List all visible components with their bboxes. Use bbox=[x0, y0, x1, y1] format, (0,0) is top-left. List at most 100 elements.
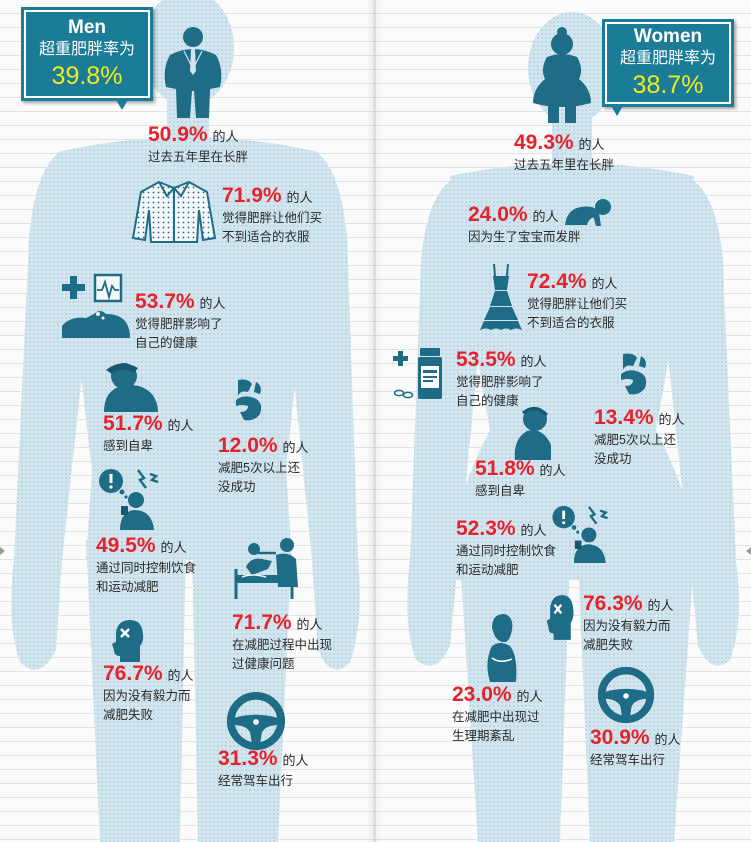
stat-description-line: 经常驾车出行 bbox=[218, 774, 294, 788]
men-rate-label: 超重肥胖率为 bbox=[38, 41, 135, 58]
stat-value: 13.4% bbox=[594, 406, 654, 429]
women-stat-low-self-esteem: 51.8% 的人 感到自卑 bbox=[475, 455, 566, 501]
stat-suffix: 的人 bbox=[539, 463, 566, 478]
stat-description-line: 过去五年里在长胖 bbox=[514, 158, 615, 172]
stat-description-line: 觉得肥胖让他们买 bbox=[527, 297, 628, 311]
female-body-silhouette bbox=[407, 12, 739, 842]
women-stat-clothes: 72.4% 的人 觉得肥胖让他们买 不到适合的衣服 bbox=[527, 268, 627, 333]
stat-description-line: 通过同时控制饮食 bbox=[456, 544, 557, 558]
stat-suffix: 的人 bbox=[160, 540, 187, 555]
stat-value: 53.5% bbox=[456, 348, 516, 371]
stat-description-line: 感到自卑 bbox=[475, 484, 526, 498]
stat-description-line: 过健康问题 bbox=[232, 657, 295, 671]
stat-suffix: 的人 bbox=[658, 412, 685, 427]
stat-suffix: 的人 bbox=[591, 276, 618, 291]
right-edge-marker bbox=[746, 547, 751, 555]
stat-value: 51.8% bbox=[475, 457, 535, 480]
overweight-man-icon bbox=[164, 27, 222, 118]
men-rate-value: 39.8% bbox=[51, 62, 123, 90]
stat-suffix: 的人 bbox=[282, 753, 309, 768]
shirt-icon bbox=[131, 180, 217, 243]
women-stat-menstrual-disorder: 23.0% 的人 在减肥中出现过 生理期紊乱 bbox=[452, 681, 543, 746]
stat-suffix: 的人 bbox=[578, 137, 605, 152]
stat-suffix: 的人 bbox=[167, 668, 194, 683]
hospital-bed-icon bbox=[234, 538, 298, 599]
stat-description-line: 觉得肥胖影响了 bbox=[456, 375, 544, 389]
stat-description-line: 自己的健康 bbox=[456, 394, 519, 408]
stat-value: 12.0% bbox=[218, 434, 278, 457]
stat-description-line: 没成功 bbox=[594, 452, 632, 466]
dress-icon bbox=[480, 263, 522, 330]
stat-value: 30.9% bbox=[590, 726, 650, 749]
men-stat-health: 53.7% 的人 觉得肥胖影响了 自己的健康 bbox=[135, 288, 226, 353]
stat-suffix: 的人 bbox=[199, 296, 226, 311]
stat-value: 50.9% bbox=[148, 123, 208, 146]
stat-description-line: 因为生了宝宝而发胖 bbox=[468, 230, 581, 244]
head-x-icon bbox=[546, 595, 574, 640]
women-rate-value: 38.7% bbox=[632, 71, 704, 99]
men-stat-no-willpower: 76.7% 的人 因为没有毅力而 减肥失败 bbox=[103, 660, 194, 725]
stat-description-line: 不到适合的衣服 bbox=[527, 316, 615, 330]
stat-suffix: 的人 bbox=[212, 129, 239, 144]
men-stat-health-problems: 71.7% 的人 在减肥过程中出现 过健康问题 bbox=[232, 609, 332, 674]
male-body-silhouette bbox=[11, 0, 360, 842]
stat-description-line: 自己的健康 bbox=[135, 336, 198, 350]
stressed-person-icon bbox=[552, 505, 608, 563]
women-title: Women bbox=[633, 26, 703, 47]
stat-value: 76.7% bbox=[103, 662, 163, 685]
stat-suffix: 的人 bbox=[286, 190, 313, 205]
stat-description-line: 减肥5次以上还 bbox=[594, 433, 676, 447]
women-label-pointer bbox=[610, 104, 624, 116]
stat-description-line: 减肥失败 bbox=[583, 638, 634, 652]
stat-suffix: 的人 bbox=[167, 418, 194, 433]
sad-person-icon bbox=[104, 363, 158, 412]
stat-suffix: 的人 bbox=[282, 440, 309, 455]
crawling-baby-icon bbox=[565, 199, 611, 226]
women-stat-health: 53.5% 的人 觉得肥胖影响了 自己的健康 bbox=[456, 346, 547, 411]
men-stat-clothes: 71.9% 的人 觉得肥胖让他们买 不到适合的衣服 bbox=[222, 182, 322, 247]
sad-person-icon bbox=[514, 407, 551, 460]
stat-value: 24.0% bbox=[468, 203, 528, 226]
stat-value: 31.3% bbox=[218, 747, 278, 770]
women-stat-weight-gain: 49.3% 的人 过去五年里在长胖 bbox=[514, 129, 614, 175]
women-stat-after-baby: 24.0% 的人 因为生了宝宝而发胖 bbox=[468, 201, 581, 247]
stat-description-line: 生理期紊乱 bbox=[452, 729, 515, 743]
stat-description-line: 觉得肥胖让他们买 bbox=[222, 211, 323, 225]
book-spine bbox=[366, 0, 382, 842]
stat-description-line: 因为没有毅力而 bbox=[103, 689, 191, 703]
stat-description-line: 觉得肥胖影响了 bbox=[135, 317, 223, 331]
men-rate-label-box: Men 超重肥胖率为 39.8% bbox=[21, 7, 153, 110]
stat-description-line: 经常驾车出行 bbox=[590, 753, 666, 767]
stat-value: 51.7% bbox=[103, 412, 163, 435]
stat-value: 72.4% bbox=[527, 270, 587, 293]
stat-suffix: 的人 bbox=[532, 209, 559, 224]
women-stat-diet-exercise: 52.3% 的人 通过同时控制饮食 和运动减肥 bbox=[456, 515, 556, 580]
steering-wheel-icon bbox=[226, 691, 286, 751]
stat-description-line: 因为没有毅力而 bbox=[583, 619, 671, 633]
stat-description-line: 感到自卑 bbox=[103, 439, 154, 453]
stat-value: 49.5% bbox=[96, 534, 156, 557]
stat-value: 71.9% bbox=[222, 184, 282, 207]
stat-suffix: 的人 bbox=[654, 732, 681, 747]
woman-abdominal-pain-icon bbox=[487, 614, 517, 682]
women-rate-label: 超重肥胖率为 bbox=[619, 50, 716, 67]
stat-suffix: 的人 bbox=[520, 354, 547, 369]
stat-suffix: 的人 bbox=[520, 523, 547, 538]
stat-description-line: 减肥5次以上还 bbox=[218, 461, 300, 475]
stat-value: 53.7% bbox=[135, 290, 195, 313]
medicine-bottle-icon bbox=[393, 348, 442, 399]
stat-description-line: 通过同时控制饮食 bbox=[96, 561, 197, 575]
men-stat-weight-gain: 50.9% 的人 过去五年里在长胖 bbox=[148, 121, 248, 167]
women-stat-no-willpower: 76.3% 的人 因为没有毅力而 减肥失败 bbox=[583, 590, 674, 655]
fist-icon bbox=[236, 379, 262, 421]
men-stat-repeated-failure: 12.0% 的人 减肥5次以上还 没成功 bbox=[218, 432, 309, 497]
men-stat-diet-exercise: 49.5% 的人 通过同时控制饮食 和运动减肥 bbox=[96, 532, 196, 597]
stat-value: 23.0% bbox=[452, 683, 512, 706]
women-stat-driving: 30.9% 的人 经常驾车出行 bbox=[590, 724, 681, 770]
health-icon bbox=[62, 273, 130, 338]
men-label-pointer bbox=[115, 98, 129, 110]
stat-description-line: 不到适合的衣服 bbox=[222, 230, 310, 244]
stat-suffix: 的人 bbox=[647, 598, 674, 613]
men-stat-driving: 31.3% 的人 经常驾车出行 bbox=[218, 745, 309, 791]
stat-value: 49.3% bbox=[514, 131, 574, 154]
